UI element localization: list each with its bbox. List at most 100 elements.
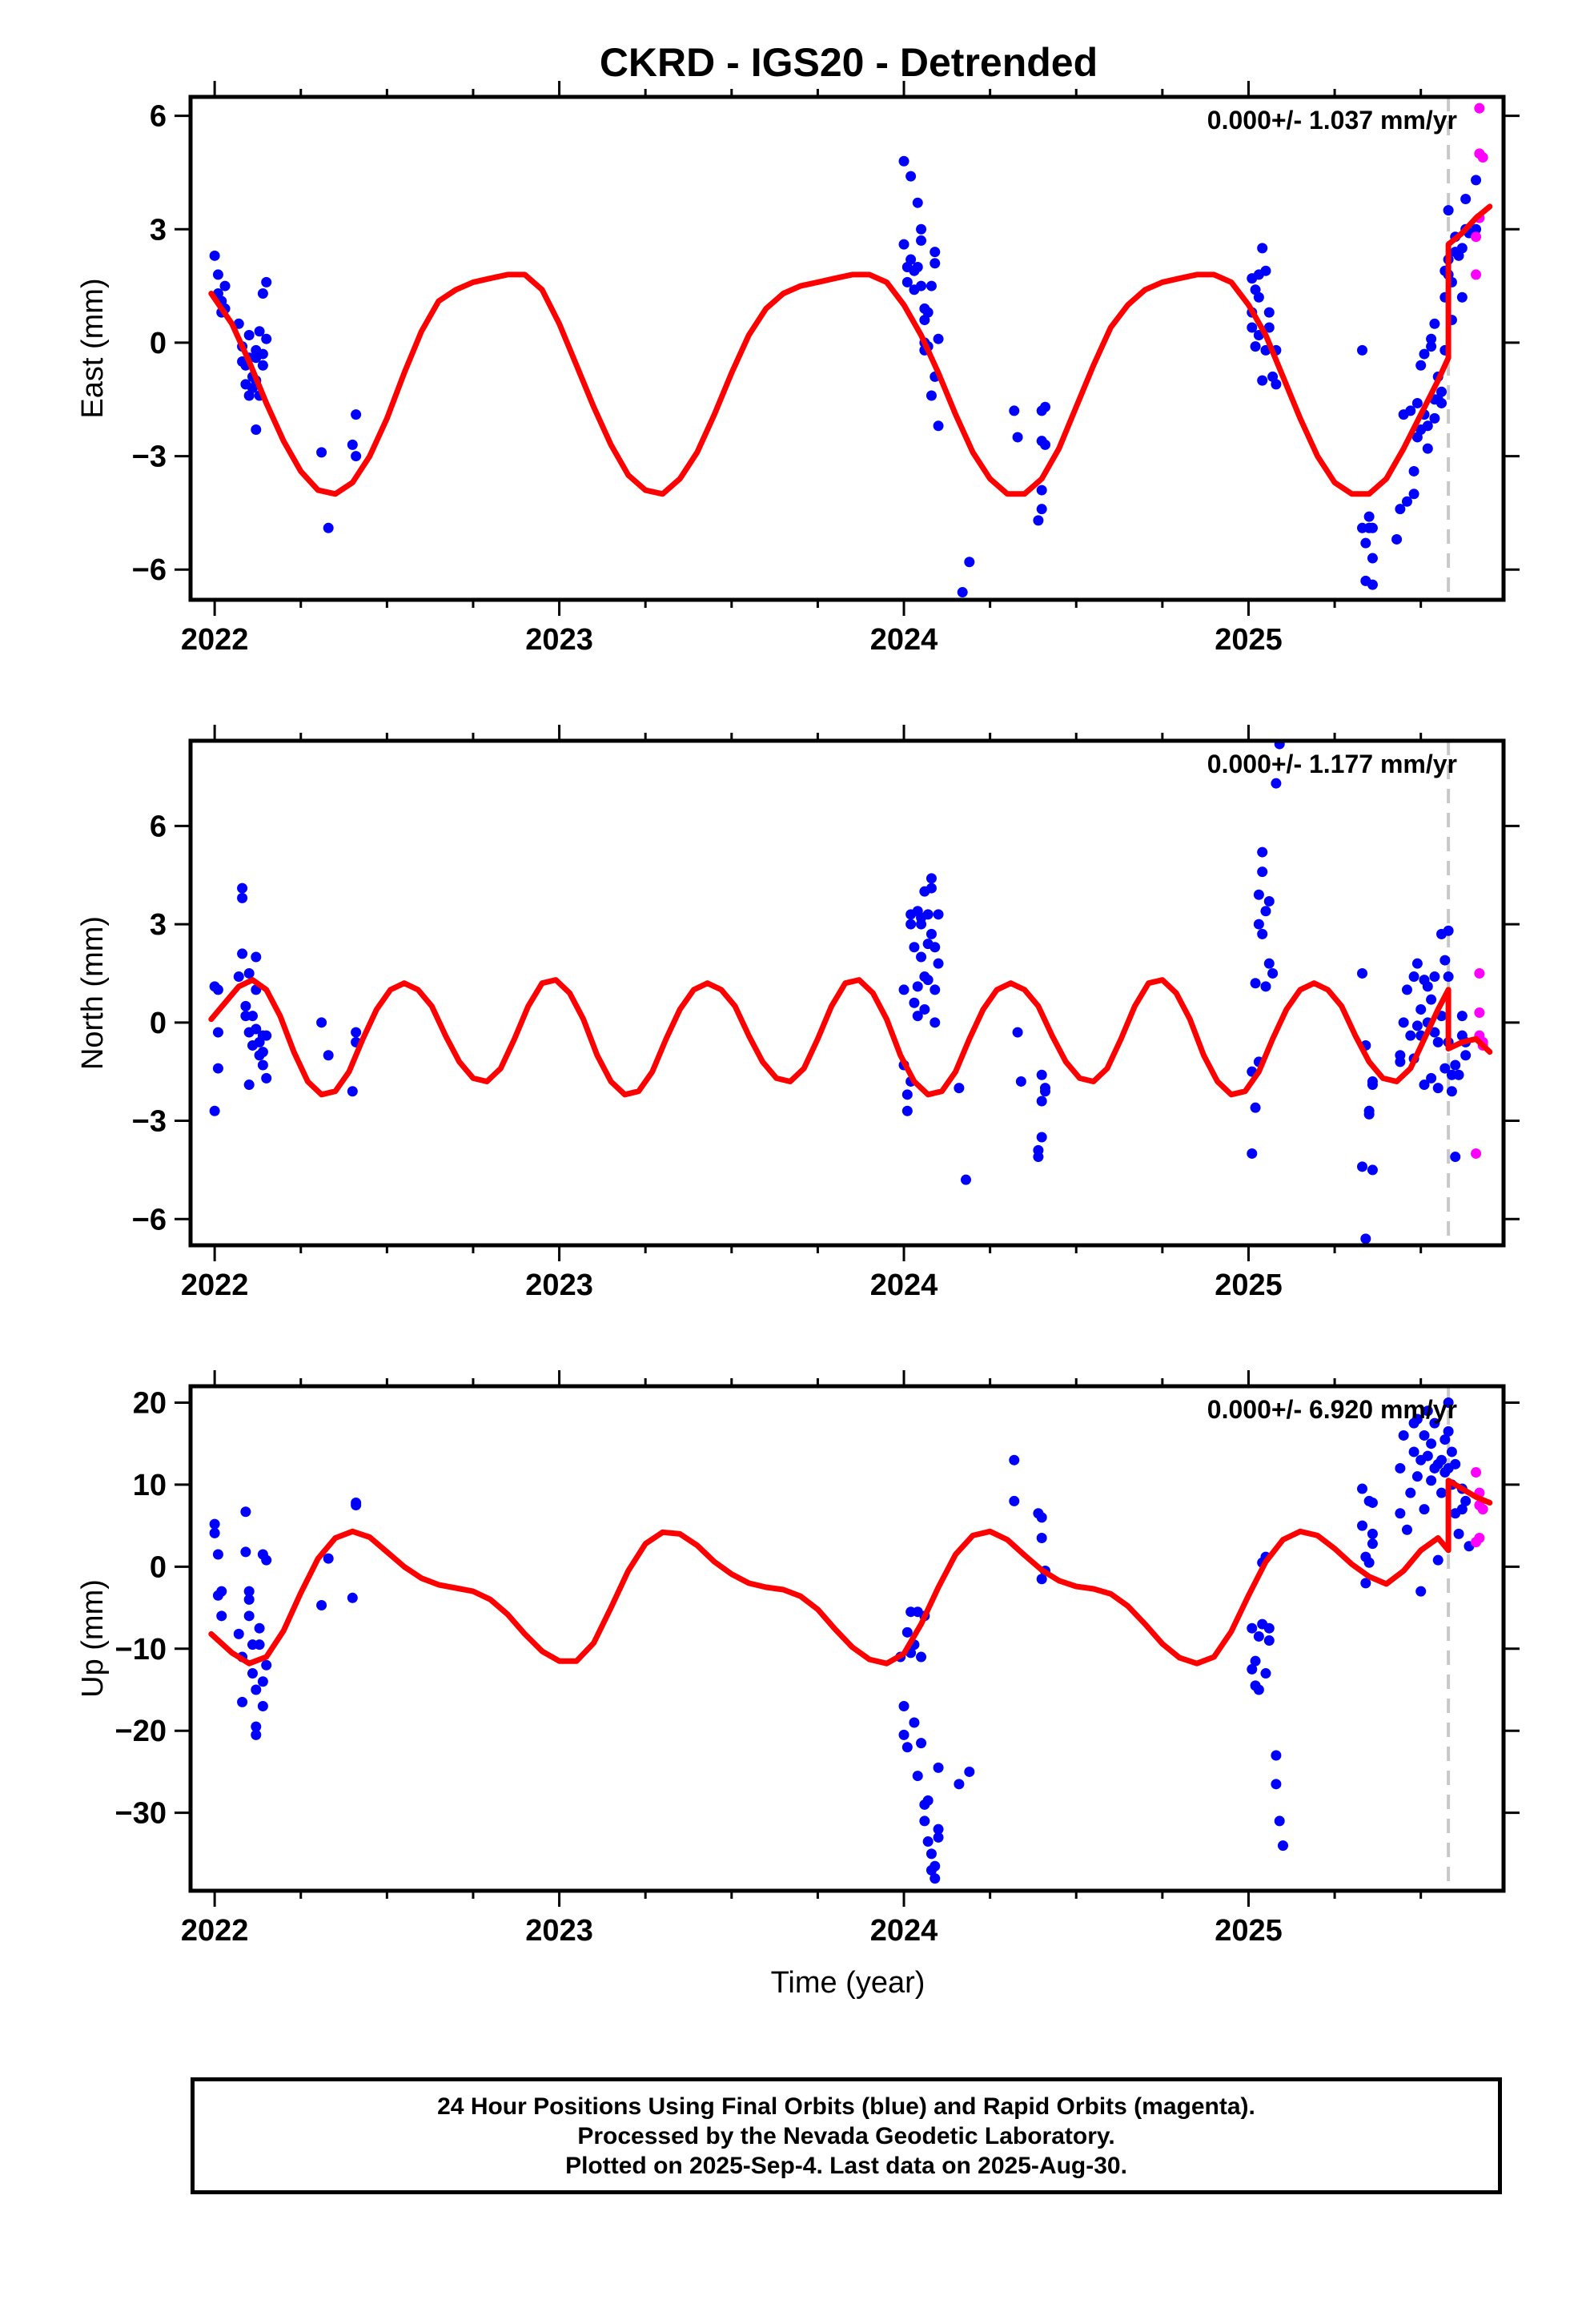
north-final-point bbox=[926, 873, 937, 884]
east-final-point bbox=[1422, 443, 1433, 454]
up-final-point bbox=[1260, 1668, 1271, 1679]
north-final-point bbox=[1426, 994, 1437, 1005]
east-final-point bbox=[1443, 205, 1454, 216]
east-final-point bbox=[1367, 553, 1378, 564]
up-final-point bbox=[1443, 1425, 1454, 1437]
x-axis-label: Time (year) bbox=[771, 1966, 926, 2000]
east-final-point bbox=[1036, 485, 1047, 496]
up-final-point bbox=[1367, 1538, 1378, 1550]
east-x-tick-label: 2024 bbox=[870, 623, 938, 657]
north-rapid-point bbox=[1474, 967, 1485, 979]
east-final-point bbox=[1260, 265, 1271, 276]
north-final-point bbox=[1247, 1148, 1258, 1159]
east-final-point bbox=[1460, 193, 1472, 204]
north-final-point bbox=[1015, 1076, 1026, 1087]
footer-line-3: Plotted on 2025-Sep-4. Last data on 2025… bbox=[565, 2152, 1127, 2179]
up-final-point bbox=[933, 1762, 944, 1773]
north-final-point bbox=[961, 1174, 972, 1185]
north-final-point bbox=[1036, 1132, 1047, 1143]
up-final-point bbox=[254, 1622, 265, 1634]
east-final-point bbox=[1456, 292, 1468, 303]
east-final-point bbox=[1436, 386, 1447, 397]
up-final-point bbox=[1446, 1446, 1457, 1458]
north-final-point bbox=[1429, 1027, 1440, 1038]
north-panel: 2022 2023 2024 2025 −6 −3 0 3 6 North (mm) 0.000+/… bbox=[76, 725, 1520, 1302]
north-final-point bbox=[1405, 1030, 1416, 1041]
up-final-point bbox=[1036, 1533, 1047, 1544]
up-final-point bbox=[916, 1738, 927, 1749]
north-final-point bbox=[1260, 906, 1271, 917]
east-final-point bbox=[1033, 515, 1044, 526]
up-final-point bbox=[261, 1554, 272, 1566]
up-final-point bbox=[1357, 1483, 1368, 1494]
east-final-point bbox=[905, 171, 917, 182]
up-final-point bbox=[216, 1610, 227, 1622]
up-final-point bbox=[209, 1518, 220, 1530]
up-final-point bbox=[1036, 1574, 1047, 1585]
north-rapid-point bbox=[1471, 1148, 1482, 1159]
east-rapid-point bbox=[1474, 103, 1485, 114]
up-final-point bbox=[1367, 1528, 1378, 1539]
east-x-tick-label: 2023 bbox=[525, 623, 593, 657]
north-final-point bbox=[1033, 1152, 1044, 1163]
east-final-point bbox=[1419, 348, 1430, 360]
east-final-point bbox=[957, 587, 968, 598]
up-frame bbox=[188, 1384, 1506, 1893]
east-final-point bbox=[1257, 243, 1268, 254]
up-final-point bbox=[1363, 1557, 1375, 1568]
up-final-point bbox=[1436, 1454, 1447, 1466]
east-final-point bbox=[1271, 379, 1282, 390]
north-final-point bbox=[912, 981, 923, 992]
east-final-point bbox=[351, 451, 362, 462]
north-final-point bbox=[919, 1003, 930, 1015]
north-final-point bbox=[251, 951, 262, 963]
east-final-point bbox=[1012, 432, 1023, 443]
north-model-curve bbox=[208, 977, 1493, 1098]
up-final-point bbox=[919, 1815, 930, 1827]
up-x-tick-label: 2024 bbox=[870, 1914, 938, 1948]
east-final-point bbox=[261, 333, 272, 344]
north-final-point bbox=[1367, 1076, 1378, 1087]
up-final-point bbox=[922, 1836, 934, 1848]
up-panel: 2022 2023 2024 2025 −30 −20 −10 0 10 20 Up (mm) 0.0… bbox=[76, 1370, 1520, 1948]
figure-title: CKRD - IGS20 - Detrended bbox=[600, 40, 1098, 85]
east-final-point bbox=[1036, 504, 1047, 515]
up-final-point bbox=[209, 1527, 220, 1538]
north-final-point bbox=[1450, 1059, 1461, 1071]
north-x-tick-label: 2022 bbox=[181, 1269, 249, 1302]
east-final-point bbox=[905, 254, 917, 265]
east-final-point bbox=[1415, 360, 1427, 371]
up-final-point bbox=[901, 1742, 913, 1753]
east-final-point bbox=[323, 522, 334, 533]
up-final-point bbox=[922, 1795, 934, 1806]
up-final-point bbox=[1460, 1495, 1472, 1506]
up-final-point bbox=[1263, 1622, 1275, 1634]
up-final-point bbox=[964, 1766, 975, 1777]
north-plot-area bbox=[208, 741, 1493, 1245]
east-final-point bbox=[1250, 341, 1261, 352]
east-final-point bbox=[1040, 401, 1051, 412]
east-model-curve bbox=[208, 203, 1493, 497]
east-final-point bbox=[926, 390, 937, 401]
north-final-point bbox=[1456, 1011, 1468, 1022]
north-final-point bbox=[905, 919, 917, 930]
north-final-point bbox=[1419, 1080, 1430, 1091]
north-final-point bbox=[233, 971, 244, 983]
up-rate-label: 0.000+/- 6.920 mm/yr bbox=[1207, 1395, 1457, 1424]
up-final-point bbox=[1395, 1508, 1406, 1519]
up-x-tick-label: 2023 bbox=[525, 1914, 593, 1948]
north-final-point bbox=[1432, 1083, 1443, 1094]
north-y-axis-label: North (mm) bbox=[76, 916, 110, 1070]
up-final-point bbox=[261, 1659, 272, 1671]
up-final-point bbox=[316, 1600, 327, 1611]
up-final-point bbox=[251, 1684, 262, 1695]
east-final-point bbox=[1471, 223, 1482, 235]
east-final-point bbox=[1360, 537, 1371, 549]
up-final-point bbox=[1253, 1630, 1264, 1642]
north-final-point bbox=[1357, 967, 1368, 979]
north-final-point bbox=[930, 942, 941, 953]
up-model-curve bbox=[208, 1478, 1493, 1667]
north-final-point bbox=[1439, 1063, 1451, 1074]
north-final-point bbox=[261, 1072, 272, 1084]
up-final-point bbox=[240, 1506, 251, 1518]
